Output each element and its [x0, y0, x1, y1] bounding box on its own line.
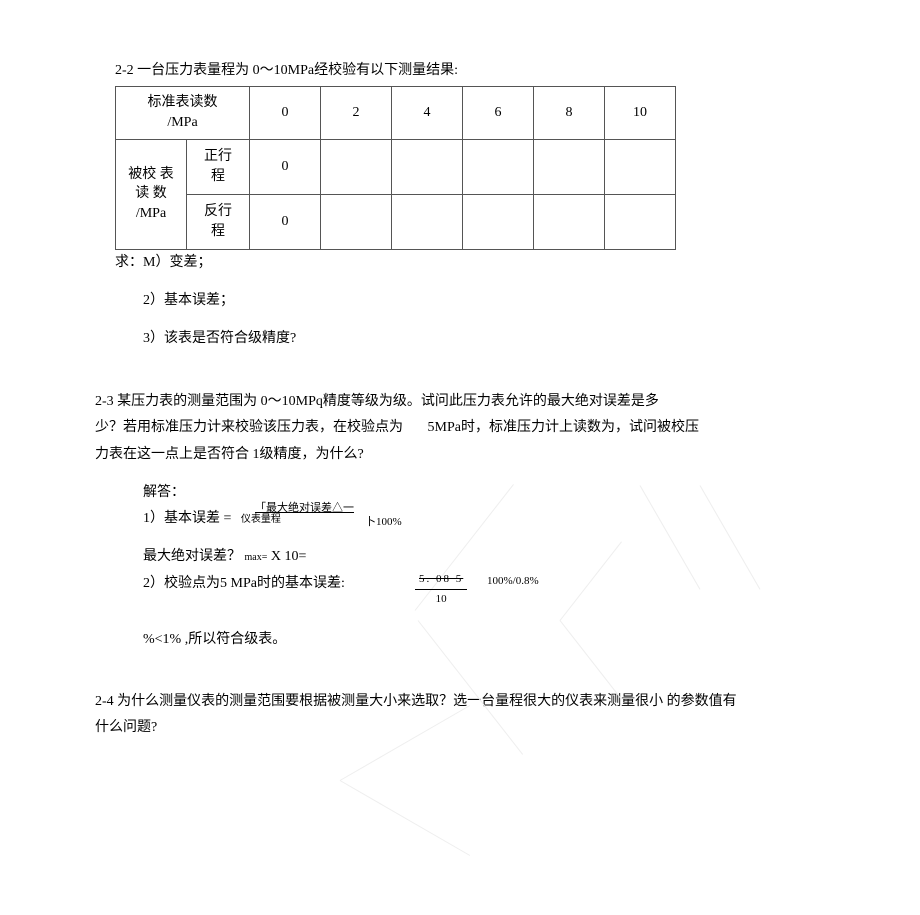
- q22-dn1: [321, 194, 392, 249]
- q22-row-up: 正行 程: [187, 141, 249, 192]
- q22-up1: [321, 139, 392, 194]
- q22-dn5: [605, 194, 676, 249]
- q22-dn0: 0: [250, 194, 321, 249]
- q22-dn4: [534, 194, 605, 249]
- q22-dn3: [463, 194, 534, 249]
- q22-h3: 6: [463, 87, 534, 139]
- q22-header-unit: /MPa: [167, 115, 197, 130]
- q22-header-label: 标准表读数: [148, 95, 218, 110]
- q22-up4: [534, 139, 605, 194]
- q22-ask1: 求：M）变差；: [95, 252, 835, 274]
- q22-up5: [605, 139, 676, 194]
- q23-p2: 少？若用标准压力计来校验该压力表，在校验点为 5MPa时，标准压力计上读数为，试…: [95, 417, 835, 439]
- q22-up3: [463, 139, 534, 194]
- q22-up2: [392, 139, 463, 194]
- q24-p2: 什么问题?: [95, 717, 835, 739]
- q22-dn2: [392, 194, 463, 249]
- q23-l2-sub: max=: [245, 552, 268, 563]
- q22-h2: 4: [392, 87, 463, 139]
- q22-title: 2-2 一台压力表量程为 0〜10MPa经校验有以下测量结果:: [95, 60, 835, 82]
- q23-p1: 2-3 某压力表的测量范围为 0〜10MPq精度等级为级。试问此压力表允许的最大…: [95, 391, 835, 413]
- q23-l2: 最大绝对误差？: [143, 549, 241, 564]
- q22-row-down: 反行 程: [187, 196, 249, 247]
- q23-frac2-top: 5. 08 5: [415, 571, 467, 591]
- q23-l4: %<1% ,所以符合级表。: [95, 629, 835, 651]
- q23-frac2-bot: 10: [415, 590, 467, 609]
- q23-frac2-right: 100%/0.8%: [487, 573, 539, 591]
- q22-h0: 0: [250, 87, 321, 139]
- q23-l1a: 1）基本误差 =: [143, 511, 231, 526]
- q22-h1: 2: [321, 87, 392, 139]
- q22-up0: 0: [250, 139, 321, 194]
- q22-h5: 10: [605, 87, 676, 139]
- q23-l3: 2）校验点为5 MPa时的基本误差:: [143, 576, 345, 591]
- q23-p3: 力表在这一点上是否符合 1级精度，为什么?: [95, 444, 835, 466]
- q23-frac-top: 「最大绝对误差△一: [255, 500, 354, 518]
- q22-rowmain: 被校 表 读 数 /MPa: [116, 159, 186, 230]
- q22-h4: 8: [534, 87, 605, 139]
- q22-table: 标准表读数 /MPa 0 2 4 6 8 10 被校 表 读 数 /MPa 正行…: [115, 86, 676, 249]
- q23-frac-pct: 卜100%: [365, 514, 402, 532]
- q24-p1: 2-4 为什么测量仪表的测量范围要根据被测量大小来选取？选一台量程很大的仪表来测…: [95, 691, 835, 713]
- q22-ask3: 3）该表是否符合级精度?: [95, 328, 835, 350]
- q23-l2-x: X 10=: [271, 549, 307, 564]
- q22-ask2: 2）基本误差；: [95, 290, 835, 312]
- q23-answer-label: 解答：: [95, 482, 835, 504]
